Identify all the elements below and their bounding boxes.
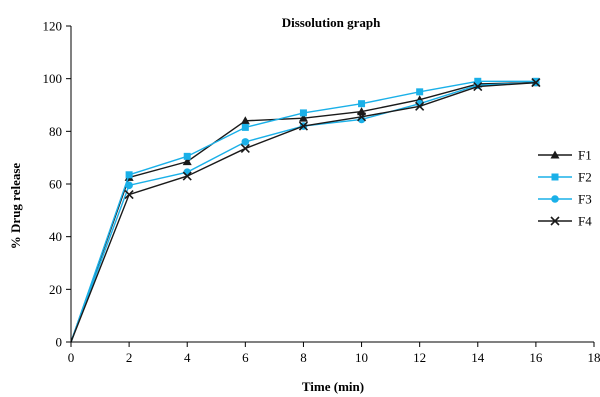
legend-marker (550, 216, 560, 226)
legend-marker (551, 195, 559, 203)
x-tick-label: 8 (300, 350, 307, 365)
x-tick-label: 0 (68, 350, 75, 365)
series-f1 (70, 78, 541, 343)
data-point-f2 (474, 77, 482, 85)
legend-item-f4: F4 (538, 214, 592, 229)
x-tick-label: 2 (126, 350, 133, 365)
y-tick-label: 20 (49, 282, 62, 297)
legend-label: F2 (578, 170, 592, 185)
data-point-f2 (241, 123, 249, 131)
legend-item-f2: F2 (538, 170, 592, 185)
data-point-f4 (298, 121, 309, 131)
legend-label: F3 (578, 192, 592, 207)
x-tick-label: 16 (529, 350, 543, 365)
data-point-f4 (531, 78, 541, 88)
y-tick-label: 120 (43, 19, 63, 34)
chart-title: Dissolution graph (282, 15, 381, 30)
data-point-f3 (241, 138, 250, 146)
legend-item-f1: F1 (538, 148, 592, 163)
x-axis-title: Time (min) (302, 379, 364, 394)
data-point-f2 (125, 171, 133, 179)
legend: F1 F2 F3 F4 (538, 148, 592, 229)
legend-label: F4 (578, 214, 592, 229)
legend-marker (551, 173, 559, 181)
x-tick-label: 6 (242, 350, 249, 365)
data-point-f2 (183, 152, 191, 160)
data-point-f3 (125, 181, 133, 190)
y-tick-label: 80 (49, 124, 62, 139)
legend-label: F1 (578, 148, 592, 163)
x-tick-label: 14 (471, 350, 485, 365)
y-axis-title: % Drug release (8, 163, 23, 250)
legend-item-f3: F3 (538, 192, 592, 207)
series-f4 (70, 78, 541, 343)
data-point-f2 (299, 109, 307, 117)
data-point-f2 (358, 100, 366, 108)
plot-lines (70, 77, 541, 343)
data-point-f4 (415, 101, 425, 111)
data-point-f1 (298, 113, 308, 122)
data-point-f1 (240, 116, 250, 125)
legend-marker (550, 150, 560, 159)
x-tick-label: 18 (588, 350, 600, 365)
x-tick-label: 10 (355, 350, 368, 365)
y-tick-label: 60 (49, 177, 62, 192)
data-point-f1 (182, 157, 192, 166)
data-point-f4 (124, 189, 134, 200)
data-point-f4 (356, 112, 367, 122)
data-point-f1 (357, 107, 367, 116)
x-tick-label: 12 (413, 350, 426, 365)
data-point-f4 (182, 171, 192, 181)
data-point-f4 (473, 82, 483, 92)
y-tick-label: 100 (43, 71, 63, 86)
y-tick-label: 40 (49, 229, 62, 244)
y-tick-label: 0 (56, 335, 63, 350)
x-tick-label: 4 (184, 350, 191, 365)
data-point-f4 (240, 143, 250, 154)
data-point-f2 (416, 88, 424, 96)
axes: 0 20 40 60 80 100 120 0 2 4 6 8 10 12 14 16 18 (43, 19, 600, 366)
